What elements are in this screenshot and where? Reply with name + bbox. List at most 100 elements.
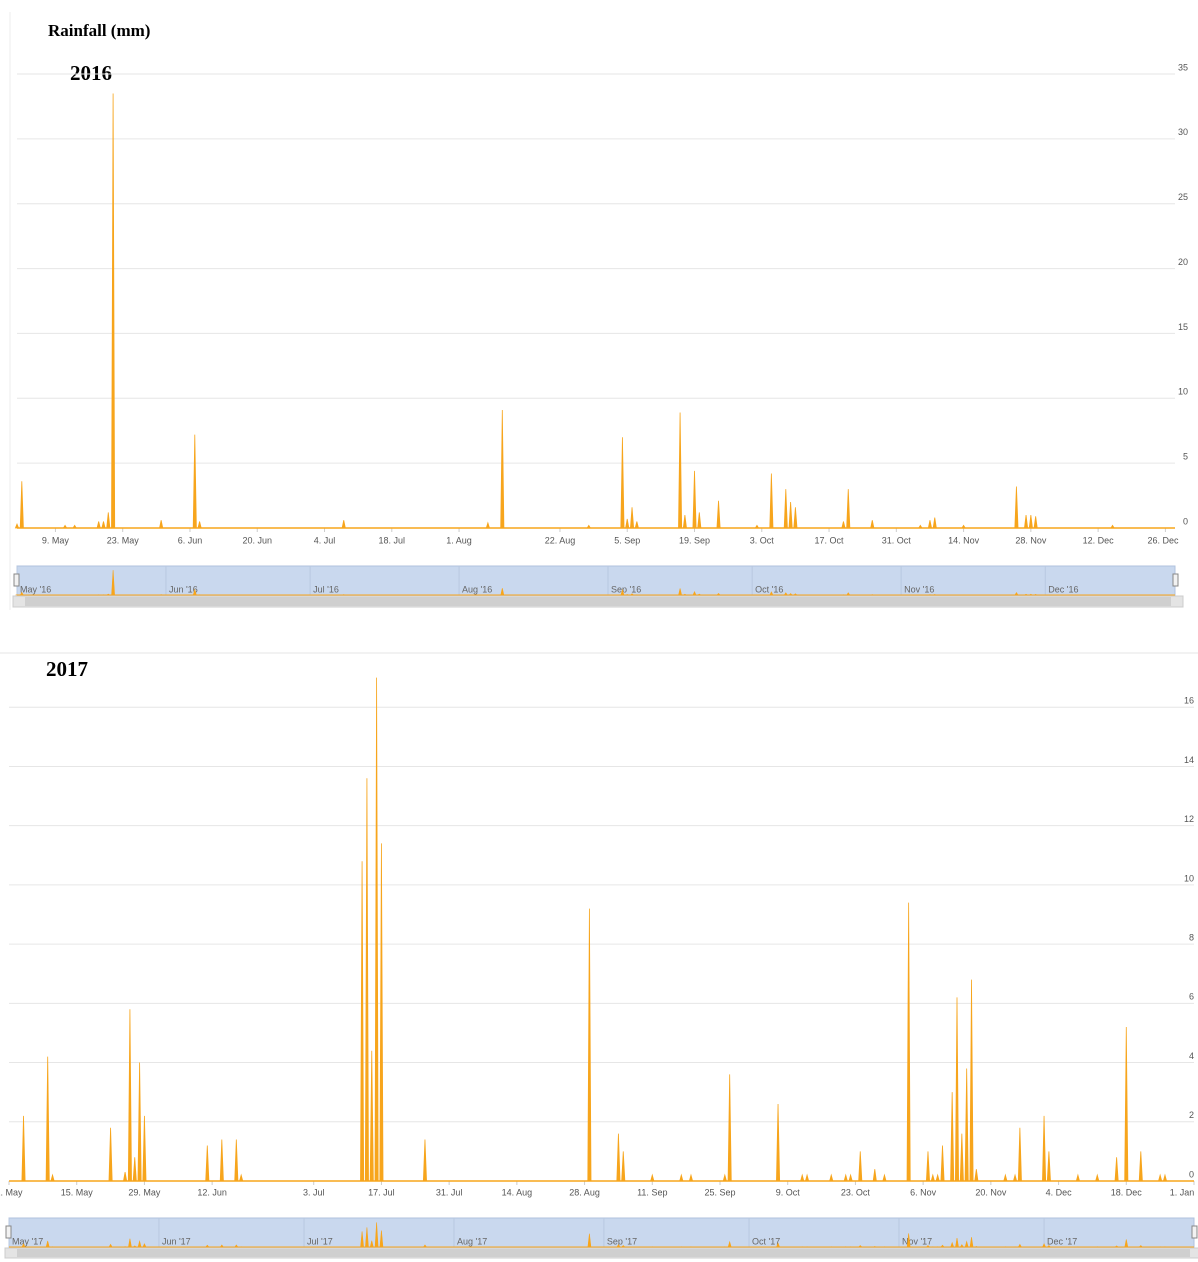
x-tick-label: 4. Jul [314, 535, 336, 545]
navigator-label: May '17 [12, 1236, 43, 1246]
x-tick-label: 14. Aug [502, 1187, 533, 1197]
rain-spike [800, 1173, 805, 1182]
navigator-spike [45, 1240, 50, 1248]
navigator-label: Jun '17 [162, 1236, 191, 1246]
rain-spike [1046, 1151, 1051, 1182]
navigator-spike [1042, 1243, 1047, 1248]
x-tick-label: 31. Oct [882, 535, 912, 545]
navigator-spike [959, 1244, 964, 1248]
handle-left [5, 1225, 12, 1239]
navigator-spike [621, 1245, 626, 1248]
navigator-spike [1124, 1239, 1129, 1248]
rain-spike [364, 778, 369, 1182]
x-tick-label: 6. Nov [910, 1187, 937, 1197]
rain-spike [205, 1145, 210, 1182]
y-tick-label: 30 [1178, 127, 1188, 137]
navigator-spike [369, 1240, 374, 1248]
navigator-spike [1138, 1245, 1144, 1248]
rain-spike [688, 1173, 694, 1182]
rain-spike [678, 412, 683, 529]
navigator-spike [620, 588, 625, 596]
navigator-spike [873, 1246, 877, 1248]
rain-spike [422, 1139, 427, 1182]
rain-spike [111, 93, 116, 529]
x-tick-label: 1. Jan [1170, 1187, 1195, 1197]
rain-spike [954, 997, 960, 1182]
y-tick-label: 10 [1178, 387, 1188, 397]
rain-spike [21, 1115, 26, 1182]
y-tick-label: 12 [1184, 814, 1194, 824]
rain-spike [697, 512, 702, 529]
x-tick-label: 12. Jun [197, 1187, 227, 1197]
rain-spike [788, 502, 793, 529]
navigator-spike [616, 1244, 621, 1248]
navigator-label: Jun '16 [169, 584, 198, 594]
rain-spike [369, 1050, 374, 1182]
rain-spike [45, 1056, 50, 1182]
navigator-spike [696, 593, 702, 596]
rain-spike [1158, 1173, 1163, 1182]
rain-spike [950, 1092, 955, 1182]
navigator-spike [422, 1244, 428, 1248]
navigator-spike [1046, 1245, 1052, 1248]
x-tick-label: 23. May [107, 535, 140, 545]
navigator-spike [105, 593, 111, 596]
navigator-spike [933, 594, 937, 596]
rain-spike [804, 1173, 810, 1182]
navigator-spike [629, 593, 635, 596]
rain-spike [625, 518, 630, 529]
navigator-spike [793, 593, 798, 596]
y-tick-label: 4 [1189, 1051, 1194, 1061]
rain-spike [500, 409, 505, 529]
navigator-spike [132, 1245, 138, 1248]
rain-spike [62, 524, 68, 529]
chart-heading: Rainfall (mm) [48, 21, 150, 40]
navigator-label: Oct '17 [752, 1236, 780, 1246]
navigator-spike [955, 1237, 959, 1248]
rain-spike [123, 1172, 128, 1182]
navigator-spike [1024, 593, 1028, 596]
navigator-spike [137, 1240, 142, 1248]
rain-spike [776, 1104, 781, 1182]
rain-spike [101, 521, 106, 529]
rain-spike [1033, 516, 1038, 529]
rain-spike [1138, 1151, 1143, 1182]
chart-title: 2016 [70, 61, 112, 85]
rain-spike [127, 1009, 132, 1182]
rain-spike [219, 1139, 224, 1182]
navigator-spike [692, 591, 697, 596]
x-tick-label: 1. Aug [446, 535, 472, 545]
navigator-label: Aug '16 [462, 584, 492, 594]
navigator-spike [192, 588, 197, 596]
rain-spike [1014, 486, 1019, 529]
navigator-spike [776, 1242, 780, 1248]
rain-spike [906, 902, 911, 1182]
rain-spike [96, 521, 101, 529]
rain-spike [841, 521, 846, 529]
rain-spike [197, 521, 202, 529]
rain-spike [192, 434, 197, 529]
rain-spike [374, 677, 379, 1182]
x-tick-label: 25. Sep [704, 1187, 735, 1197]
navigator-spike [940, 1244, 945, 1248]
navigator-spike [21, 1243, 26, 1248]
y-tick-label: 0 [1183, 516, 1188, 526]
x-tick-label: 11. Sep [637, 1187, 667, 1197]
rain-spike [1110, 524, 1115, 529]
rain-spike [1012, 1173, 1018, 1182]
navigator-spike [19, 591, 24, 596]
rain-spike [14, 523, 20, 529]
rain-spike [106, 512, 111, 529]
navigator-spike [964, 1240, 969, 1248]
rain-spike [1075, 1173, 1081, 1182]
y-tick-label: 20 [1178, 257, 1188, 267]
rain-spike [882, 1173, 887, 1182]
scrollbar-thumb [17, 1249, 1190, 1257]
rain-spike [1003, 1173, 1008, 1182]
x-tick-label: 5. Sep [614, 535, 640, 545]
y-tick-label: 10 [1184, 873, 1194, 883]
rain-spike [848, 1173, 853, 1182]
rain-spike [932, 517, 937, 529]
navigator-spike [1114, 1245, 1119, 1248]
rain-spike [1162, 1173, 1168, 1182]
